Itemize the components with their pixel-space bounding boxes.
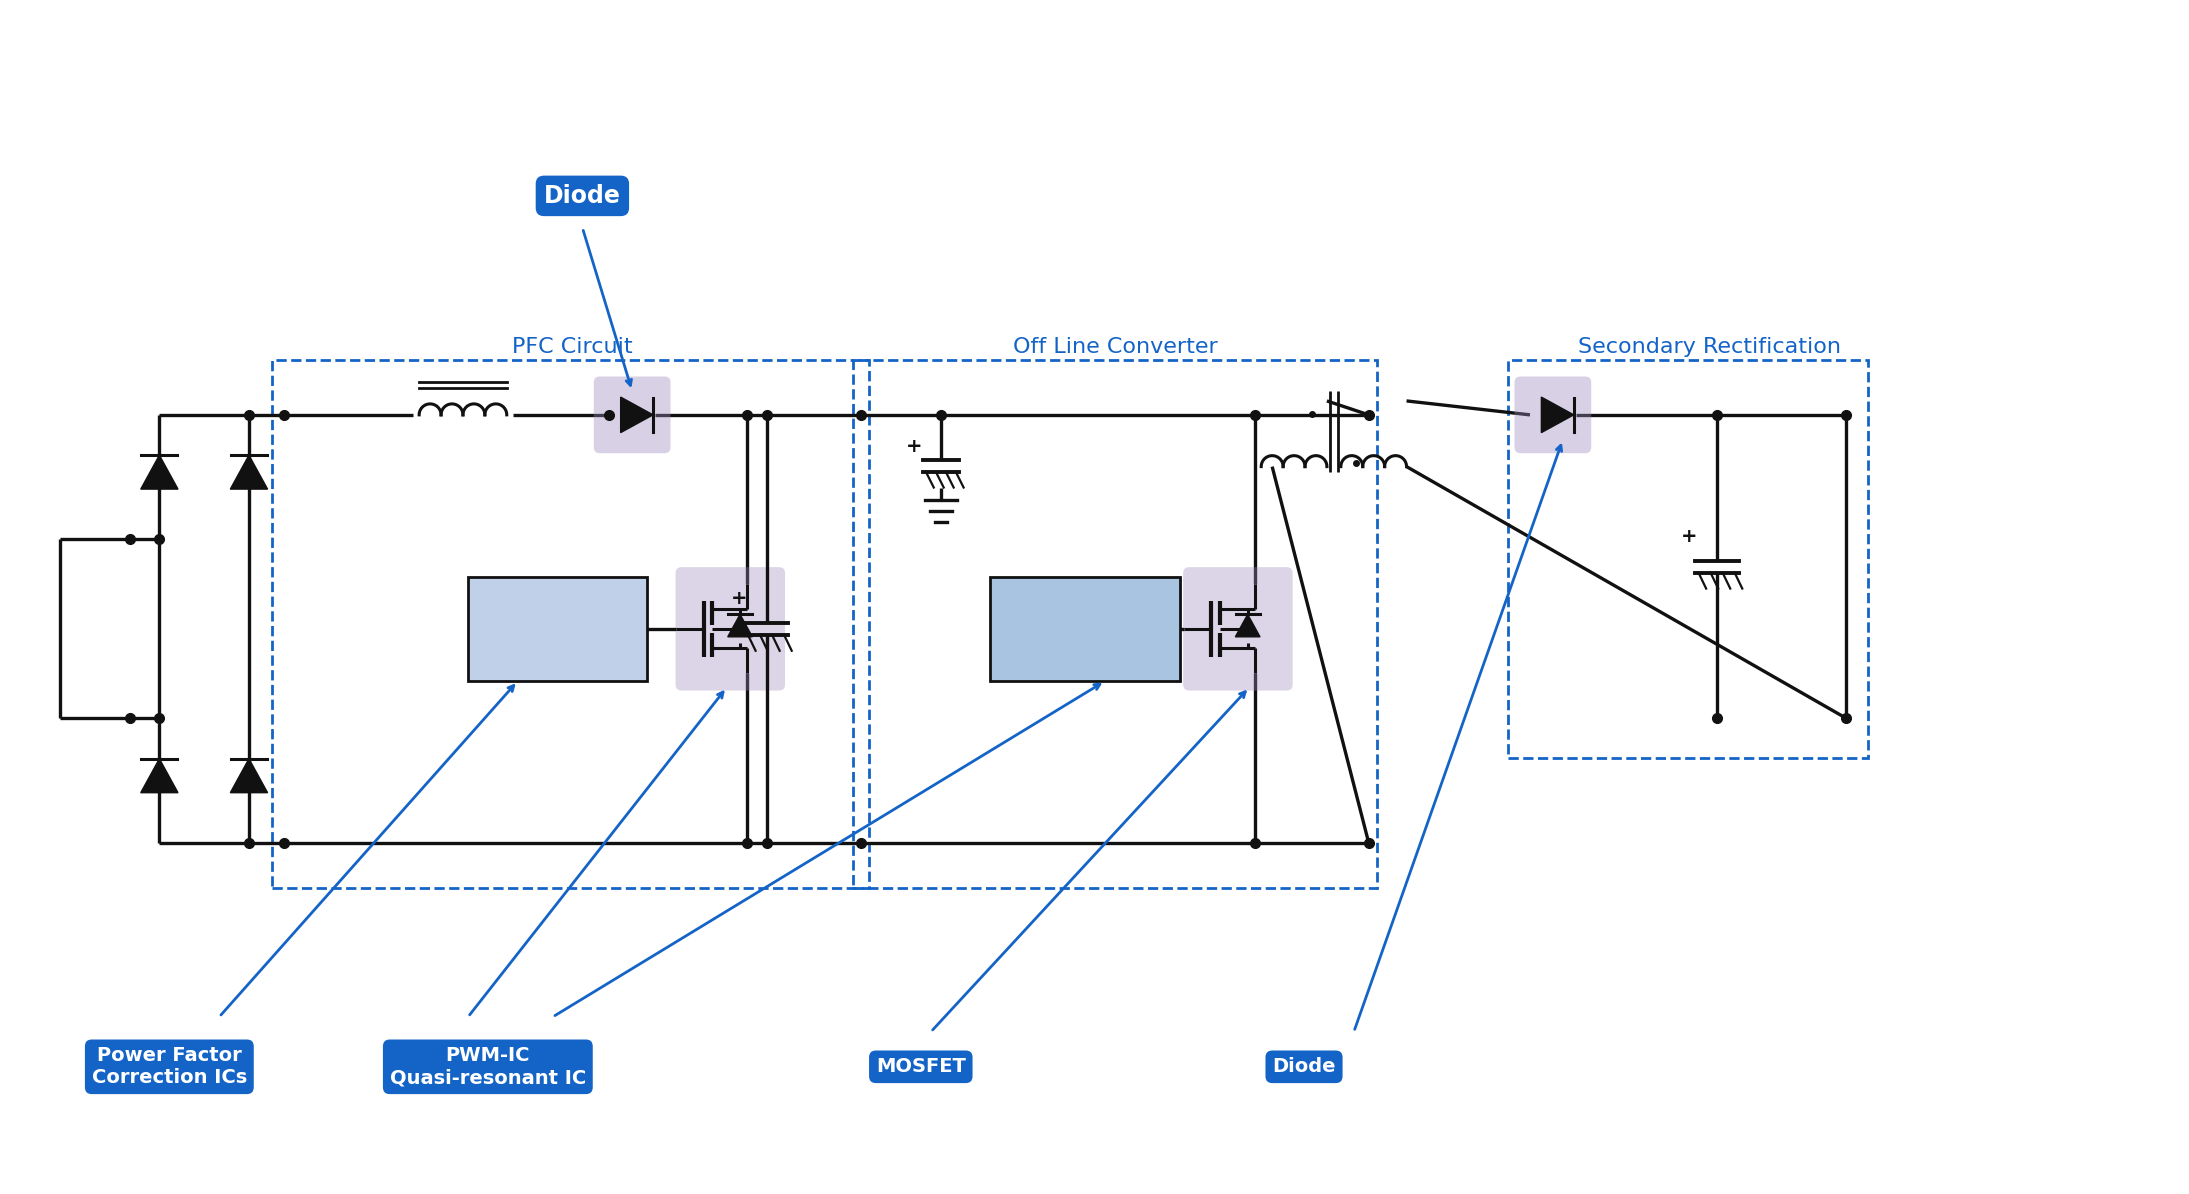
Bar bbox=[1508, 361, 1869, 758]
FancyBboxPatch shape bbox=[1184, 567, 1294, 690]
Text: MOSFET: MOSFET bbox=[876, 1058, 965, 1076]
Text: Secondary Rectification: Secondary Rectification bbox=[1578, 337, 1841, 357]
Text: +: + bbox=[731, 589, 746, 608]
Text: Off Line Converter: Off Line Converter bbox=[1014, 337, 1217, 357]
FancyBboxPatch shape bbox=[468, 577, 648, 681]
FancyBboxPatch shape bbox=[989, 577, 1180, 681]
Text: PWM-IC
Quasi-resonant IC: PWM-IC Quasi-resonant IC bbox=[390, 1046, 587, 1088]
Polygon shape bbox=[140, 758, 177, 793]
Polygon shape bbox=[1541, 398, 1574, 432]
Polygon shape bbox=[140, 455, 177, 490]
Bar bbox=[854, 361, 1377, 887]
Polygon shape bbox=[230, 455, 267, 490]
Text: +: + bbox=[1681, 527, 1696, 546]
FancyBboxPatch shape bbox=[676, 567, 786, 690]
Polygon shape bbox=[1235, 615, 1261, 636]
FancyBboxPatch shape bbox=[1515, 376, 1591, 454]
FancyBboxPatch shape bbox=[593, 376, 670, 454]
Bar bbox=[271, 361, 869, 887]
Text: +: + bbox=[906, 437, 922, 456]
Text: PFC Circuit: PFC Circuit bbox=[512, 337, 633, 357]
Text: Diode: Diode bbox=[543, 184, 622, 208]
Text: Power Factor
Correction ICs: Power Factor Correction ICs bbox=[92, 1046, 247, 1088]
Polygon shape bbox=[230, 758, 267, 793]
Text: Diode: Diode bbox=[1272, 1058, 1335, 1076]
Polygon shape bbox=[622, 398, 652, 432]
Polygon shape bbox=[727, 615, 753, 636]
